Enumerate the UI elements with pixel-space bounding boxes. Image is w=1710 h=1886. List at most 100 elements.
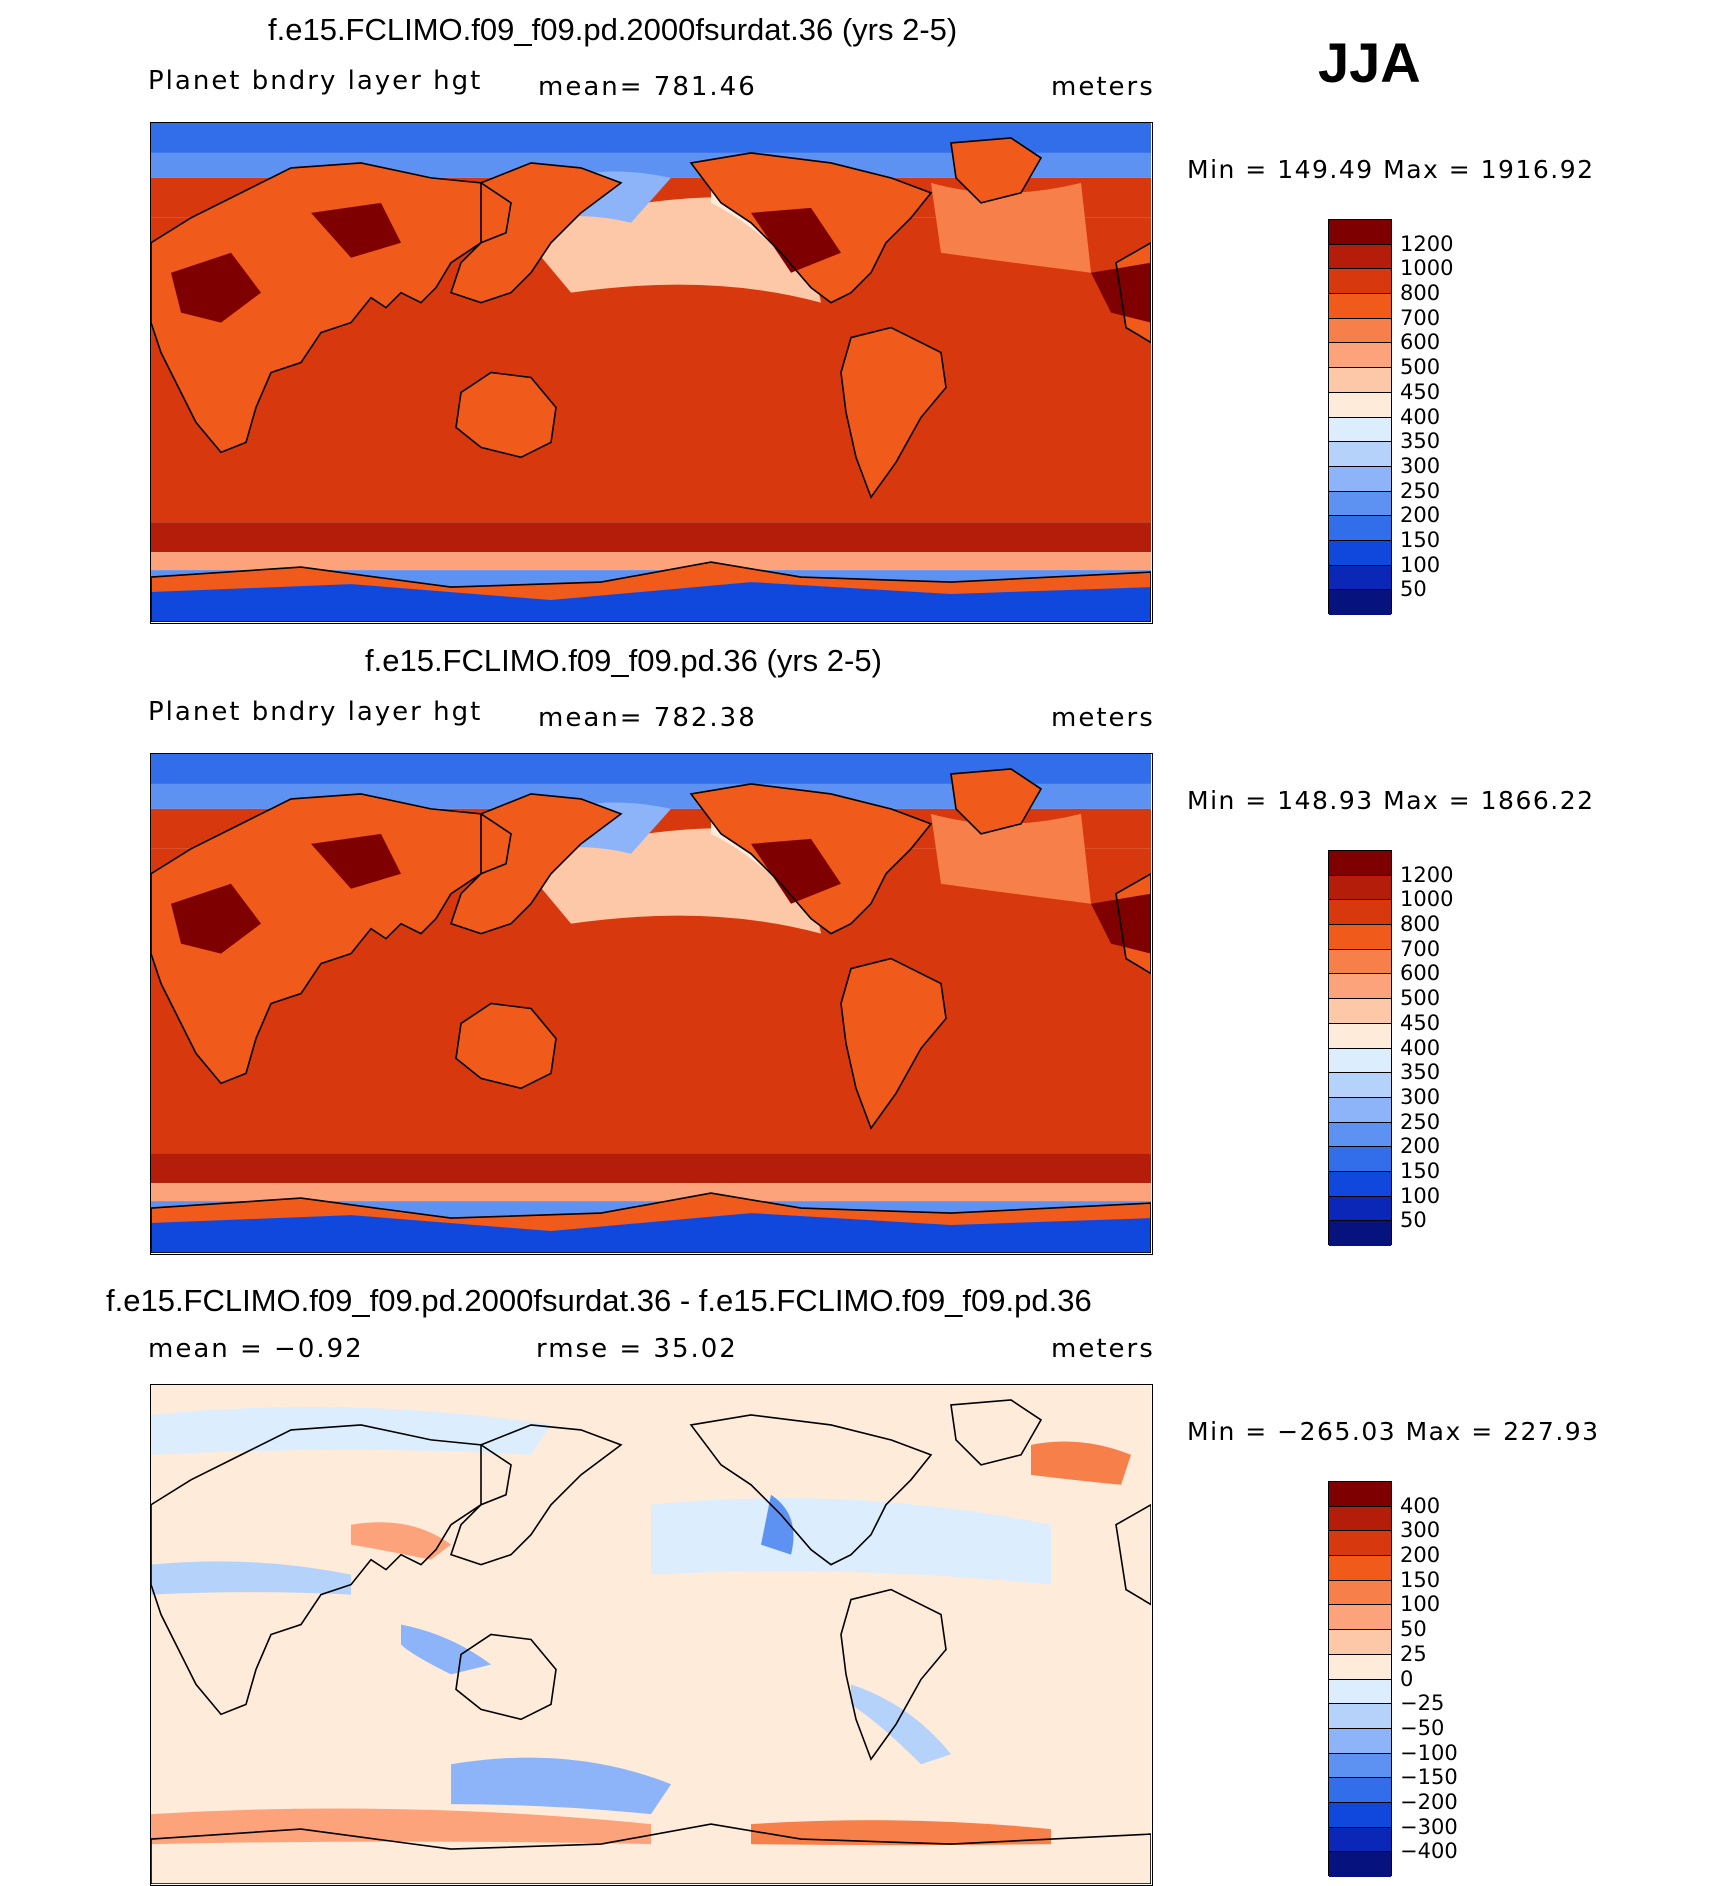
panel-2-variable: Planet bndry layer hgt	[148, 697, 483, 727]
colorbar-label: 600	[1400, 961, 1441, 986]
colorbar-label: −25	[1400, 1691, 1445, 1716]
colorbar-swatch	[1329, 1728, 1391, 1754]
colorbar-label: 0	[1400, 1666, 1414, 1691]
colorbar-swatch	[1329, 1852, 1391, 1877]
colorbar-swatch	[1329, 466, 1391, 492]
panel-2-units: meters	[1051, 703, 1155, 733]
panel-2-map	[150, 753, 1153, 1255]
colorbar-swatch	[1329, 417, 1391, 443]
colorbar-swatch	[1329, 1097, 1391, 1123]
colorbar-bar	[1328, 219, 1392, 615]
colorbar-label: 400	[1400, 1493, 1441, 1518]
colorbar-swatch	[1329, 1556, 1391, 1581]
colorbar-swatch	[1329, 392, 1391, 418]
colorbar-label: 50	[1400, 577, 1427, 602]
colorbar-swatch	[1329, 368, 1391, 393]
panel-1-colorbar: 1200 1000 800 700 600 500 450 400 350 300 250 200 15…	[1328, 219, 1453, 615]
colorbar-swatch	[1329, 851, 1391, 876]
colorbar-swatch	[1329, 1802, 1391, 1828]
panel-3-minmax: Min = −265.03 Max = 227.93	[1187, 1417, 1600, 1446]
colorbar-label: 800	[1400, 281, 1441, 306]
colorbar-label: 450	[1400, 379, 1441, 404]
panel-2-map-svg	[151, 754, 1151, 1253]
colorbar-swatch	[1329, 1147, 1391, 1172]
panel-1-map-svg	[151, 123, 1151, 622]
colorbar-bar	[1328, 1481, 1392, 1877]
colorbar-swatch	[1329, 269, 1391, 295]
colorbar-swatch	[1329, 1704, 1391, 1729]
colorbar-label: 200	[1400, 503, 1441, 528]
colorbar-label: −100	[1400, 1740, 1458, 1765]
colorbar-swatch	[1329, 1531, 1391, 1557]
panel-3-map	[150, 1384, 1153, 1886]
panel-2-mean: mean= 782.38	[538, 703, 757, 733]
colorbar-swatch	[1329, 900, 1391, 926]
colorbar-swatch	[1329, 1778, 1391, 1803]
colorbar-label: 800	[1400, 912, 1441, 937]
colorbar-label: 150	[1400, 1567, 1441, 1592]
colorbar-swatch	[1329, 1073, 1391, 1098]
colorbar-label: 450	[1400, 1010, 1441, 1035]
colorbar-swatch	[1329, 1482, 1391, 1507]
colorbar-swatch	[1329, 1605, 1391, 1631]
colorbar-swatch	[1329, 875, 1391, 901]
colorbar-swatch	[1329, 294, 1391, 319]
colorbar-label: 250	[1400, 1109, 1441, 1134]
panel-2-minmax: Min = 148.93 Max = 1866.22	[1187, 786, 1595, 815]
colorbar-label: −400	[1400, 1839, 1458, 1864]
panel-1-minmax: Min = 149.49 Max = 1916.92	[1187, 155, 1595, 184]
colorbar-swatch	[1329, 590, 1391, 615]
colorbar-swatch	[1329, 1221, 1391, 1246]
panel-1-title: f.e15.FCLIMO.f09_f09.pd.2000fsurdat.36 (…	[268, 12, 958, 47]
colorbar-swatch	[1329, 516, 1391, 541]
panel-1-map	[150, 122, 1153, 624]
colorbar-swatch	[1329, 318, 1391, 344]
panel-3-map-svg	[151, 1385, 1151, 1884]
colorbar-swatch	[1329, 974, 1391, 1000]
panel-1-mean: mean= 781.46	[538, 72, 757, 102]
colorbar-label: 50	[1400, 1617, 1427, 1642]
colorbar-swatch	[1329, 491, 1391, 517]
colorbar-swatch	[1329, 565, 1391, 591]
colorbar-label: 150	[1400, 527, 1441, 552]
panel-2-title: f.e15.FCLIMO.f09_f09.pd.36 (yrs 2-5)	[365, 643, 882, 678]
colorbar-label: 700	[1400, 305, 1441, 330]
panel-3-units: meters	[1051, 1334, 1155, 1364]
colorbar-label: 400	[1400, 1035, 1441, 1060]
colorbar-label: 200	[1400, 1134, 1441, 1159]
colorbar-swatch	[1329, 1196, 1391, 1222]
colorbar-swatch	[1329, 925, 1391, 950]
colorbar-label: 250	[1400, 478, 1441, 503]
colorbar-swatch	[1329, 999, 1391, 1024]
panel-1-units: meters	[1051, 72, 1155, 102]
colorbar-swatch	[1329, 1827, 1391, 1853]
colorbar-label: 1200	[1400, 862, 1454, 887]
colorbar-swatch	[1329, 1630, 1391, 1655]
colorbar-label: −150	[1400, 1765, 1458, 1790]
colorbar-swatch	[1329, 1654, 1391, 1680]
colorbar-label: 50	[1400, 1208, 1427, 1233]
colorbar-swatch	[1329, 949, 1391, 975]
colorbar-label: 25	[1400, 1641, 1427, 1666]
colorbar-label: 500	[1400, 986, 1441, 1011]
colorbar-swatch	[1329, 1506, 1391, 1532]
colorbar-label: 700	[1400, 936, 1441, 961]
colorbar-label: 300	[1400, 1084, 1441, 1109]
colorbar-label: 100	[1400, 1592, 1441, 1617]
panel-2-colorbar: 1200 1000 800 700 600 500 450 400 350 300 250 200 15…	[1328, 850, 1453, 1246]
colorbar-label: 500	[1400, 355, 1441, 380]
panel-3-colorbar: 400 300 200 150 100 50 25 0 −25 −50 −100 −150 −200 −3…	[1328, 1481, 1458, 1877]
colorbar-label: 350	[1400, 429, 1441, 454]
colorbar-label: 200	[1400, 1543, 1441, 1568]
colorbar-bar	[1328, 850, 1392, 1246]
colorbar-swatch	[1329, 1048, 1391, 1074]
colorbar-swatch	[1329, 1023, 1391, 1049]
colorbar-label: 1000	[1400, 887, 1454, 912]
panel-3-title: f.e15.FCLIMO.f09_f09.pd.2000fsurdat.36 -…	[106, 1283, 1092, 1318]
colorbar-label: 350	[1400, 1060, 1441, 1085]
colorbar-swatch	[1329, 1171, 1391, 1197]
colorbar-swatch	[1329, 343, 1391, 369]
colorbar-label: −50	[1400, 1715, 1445, 1740]
panel-1-variable: Planet bndry layer hgt	[148, 66, 483, 96]
colorbar-swatch	[1329, 442, 1391, 467]
